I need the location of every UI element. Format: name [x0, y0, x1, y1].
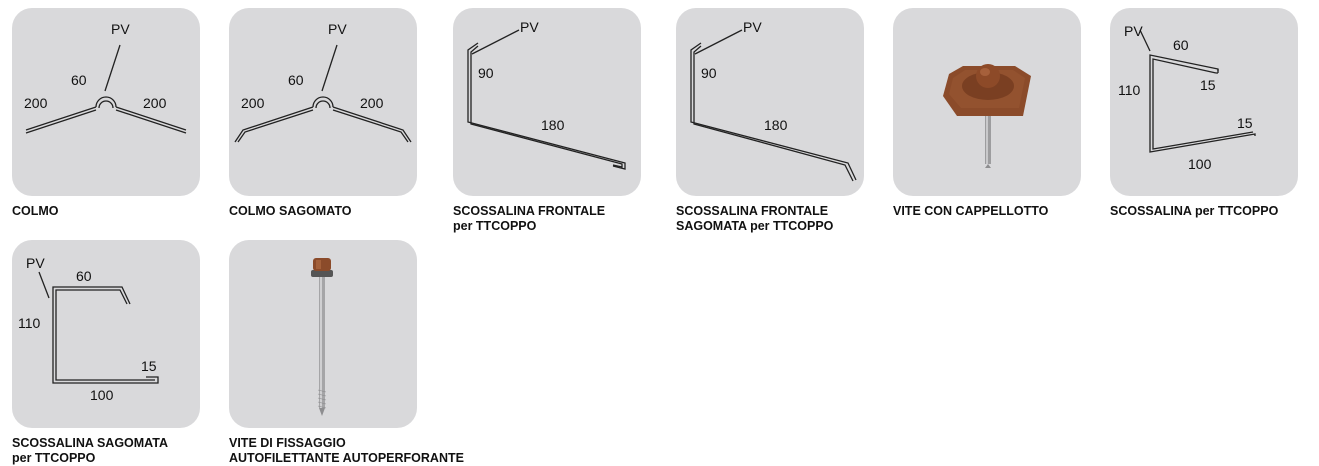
pv-label: PV [26, 255, 45, 271]
vite-fissaggio-photo [229, 240, 417, 428]
pv-label: PV [111, 21, 130, 37]
pv-label: PV [1124, 23, 1143, 39]
product-title: VITE DI FISSAGGIO AUTOFILETTANTE AUTOPER… [229, 436, 464, 465]
colmo-sagomato-diagram: PV 60 200 200 [229, 8, 417, 196]
product-title: COLMO SAGOMATO [229, 204, 352, 218]
dim-15-top: 15 [1200, 77, 1216, 93]
dim-200-left: 200 [24, 95, 48, 111]
pv-label: PV [743, 19, 762, 35]
dim-180: 180 [764, 117, 788, 133]
dim-90: 90 [478, 65, 494, 81]
dim-110: 110 [1118, 82, 1141, 98]
dim-180: 180 [541, 117, 565, 133]
vite-con-cappellotto-photo [893, 8, 1081, 196]
product-title: SCOSSALINA SAGOMATA per TTCOPPO [12, 436, 169, 465]
dim-200-right: 200 [143, 95, 167, 111]
product-title: SCOSSALINA FRONTALE per TTCOPPO [453, 204, 606, 233]
dim-200-left: 200 [241, 95, 265, 111]
dim-15: 15 [141, 358, 157, 374]
scossalina-frontale-diagram: PV 90 180 [453, 8, 641, 196]
pv-label: PV [328, 21, 347, 37]
dim-90: 90 [701, 65, 717, 81]
dim-200-right: 200 [360, 95, 384, 111]
product-title: VITE CON CAPPELLOTTO [893, 204, 1049, 218]
dim-15-bottom: 15 [1237, 115, 1253, 131]
dim-60: 60 [288, 72, 304, 88]
scossalina-frontale-sagomata-diagram: PV 90 180 [676, 8, 864, 196]
scossalina-diagram: PV 60 110 15 15 100 [1110, 8, 1298, 196]
colmo-diagram: PV 60 200 200 [12, 8, 200, 196]
dim-100: 100 [1188, 156, 1212, 172]
product-title: SCOSSALINA per TTCOPPO [1110, 204, 1279, 218]
dim-100: 100 [90, 387, 114, 403]
pv-label: PV [520, 19, 539, 35]
product-title: SCOSSALINA FRONTALE SAGOMATA per TTCOPPO [676, 204, 834, 233]
dim-60: 60 [71, 72, 87, 88]
scossalina-sagomata-diagram: PV 60 110 15 100 [12, 240, 200, 428]
dim-110: 110 [18, 315, 41, 331]
product-title: COLMO [12, 204, 59, 218]
dim-60: 60 [1173, 37, 1189, 53]
dim-60: 60 [76, 268, 92, 284]
